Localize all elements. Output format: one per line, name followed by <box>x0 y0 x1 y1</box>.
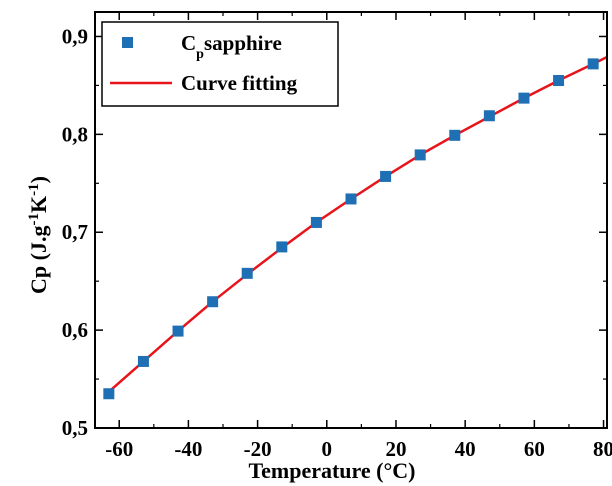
x-tick-label: -20 <box>244 437 272 461</box>
x-tick-label: 60 <box>524 437 545 461</box>
legend-marker-sapphire <box>122 37 133 48</box>
sapphire-point <box>276 241 288 253</box>
sapphire-point <box>483 110 495 122</box>
legend-label-curve: Curve fitting <box>181 71 298 95</box>
sapphire-point <box>553 75 565 87</box>
y-axis-label-part: Cp (J.g <box>26 226 51 294</box>
y-tick-label: 0,5 <box>62 416 88 440</box>
legend: Cpsapphire Curve fitting <box>101 21 339 107</box>
sapphire-point <box>345 193 357 205</box>
y-axis-label-part: K <box>26 196 51 213</box>
legend-label-sapphire: Cpsapphire <box>181 31 282 62</box>
sapphire-series <box>103 58 599 400</box>
y-axis-label-sup: -1 <box>26 183 42 196</box>
y-axis-label-part: ) <box>26 176 51 183</box>
legend-box <box>101 21 339 107</box>
y-axis-label: Cp (J.g-1K-1) <box>26 176 51 294</box>
sapphire-point <box>414 149 426 161</box>
plot-frame <box>94 11 608 429</box>
sapphire-point <box>137 355 149 367</box>
sapphire-point <box>449 129 461 141</box>
x-axis-label: Temperature (°C) <box>248 458 415 483</box>
y-tick-label: 0,7 <box>62 220 88 244</box>
sapphire-point <box>103 388 115 400</box>
x-tick-label: 40 <box>455 437 476 461</box>
y-tick-label: 0,8 <box>62 122 88 146</box>
x-tick-label: 0 <box>322 437 333 461</box>
sapphire-point <box>587 58 599 70</box>
y-tick-label: 0,9 <box>62 24 88 48</box>
x-tick-label: -40 <box>174 437 202 461</box>
x-tick-label: 80 <box>593 437 612 461</box>
sapphire-point <box>380 170 392 182</box>
curve-fitting-line <box>107 55 608 393</box>
sapphire-point <box>207 296 219 308</box>
curve-fitting-series <box>107 55 608 393</box>
tick-labels: -60 -40 -20 0 20 40 60 80 0,5 0,6 0,7 0,8 0,9 <box>62 24 612 461</box>
y-tick-label: 0,6 <box>62 318 88 342</box>
x-tick-label: 20 <box>385 437 406 461</box>
x-tick-label: -60 <box>105 437 133 461</box>
sapphire-point <box>310 216 322 228</box>
sapphire-point <box>518 92 530 104</box>
sapphire-point <box>241 267 253 279</box>
y-axis-label-sup: -1 <box>26 213 42 226</box>
sapphire-point <box>172 325 184 337</box>
